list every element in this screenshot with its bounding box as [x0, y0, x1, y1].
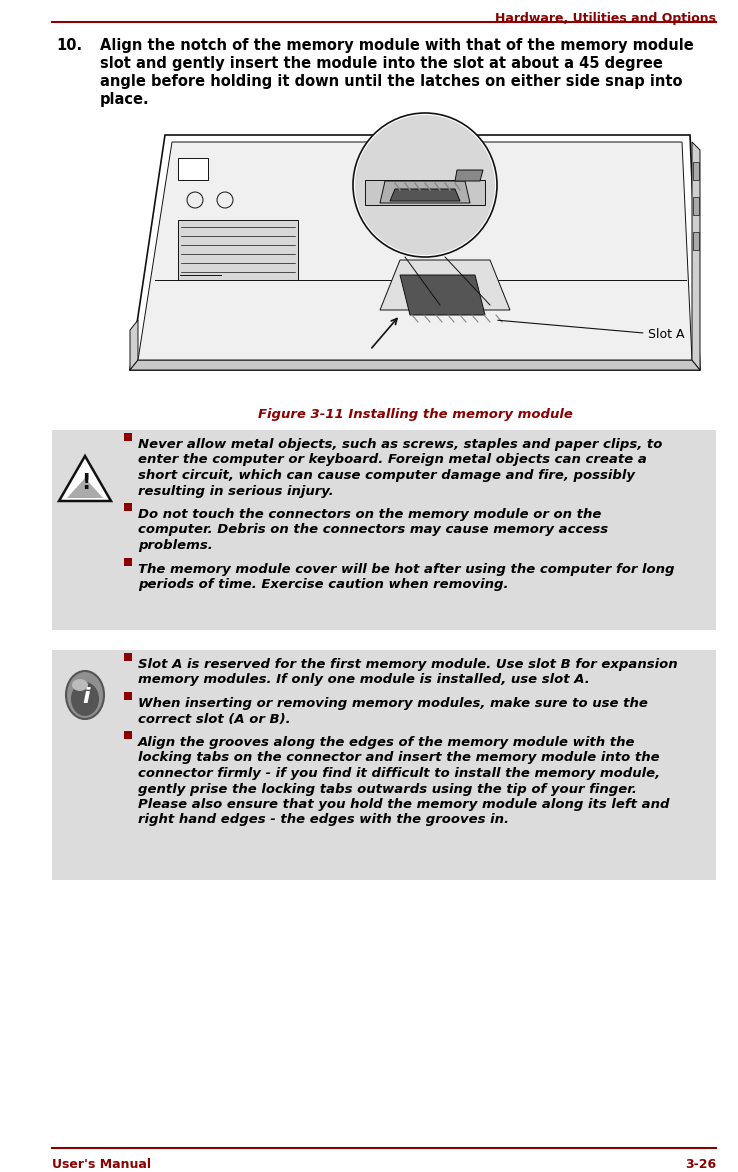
Polygon shape: [365, 180, 485, 205]
Text: gently prise the locking tabs outwards using the tip of your finger.: gently prise the locking tabs outwards u…: [138, 783, 637, 796]
Text: angle before holding it down until the latches on either side snap into: angle before holding it down until the l…: [100, 74, 683, 89]
Text: !: !: [81, 473, 91, 493]
Text: correct slot (A or B).: correct slot (A or B).: [138, 713, 291, 725]
Bar: [178, 225, 223, 260]
Polygon shape: [130, 360, 700, 370]
Circle shape: [217, 192, 233, 207]
Text: Hardware, Utilities and Options: Hardware, Utilities and Options: [495, 12, 716, 25]
Text: memory modules. If only one module is installed, use slot A.: memory modules. If only one module is in…: [138, 674, 590, 687]
Bar: [178, 158, 208, 180]
Text: slot and gently insert the module into the slot at about a 45 degree: slot and gently insert the module into t…: [100, 56, 663, 71]
Text: Figure 3-11 Installing the memory module: Figure 3-11 Installing the memory module: [258, 408, 573, 421]
Bar: [52, 650, 716, 880]
Bar: [124, 731, 132, 740]
Ellipse shape: [71, 682, 99, 716]
Text: When inserting or removing memory modules, make sure to use the: When inserting or removing memory module…: [138, 697, 648, 710]
Polygon shape: [130, 135, 700, 370]
Bar: [693, 197, 699, 214]
Bar: [178, 220, 298, 280]
Bar: [124, 432, 132, 441]
Circle shape: [353, 113, 497, 257]
Text: connector firmly - if you find it difficult to install the memory module,: connector firmly - if you find it diffic…: [138, 766, 660, 781]
Text: User's Manual: User's Manual: [52, 1158, 151, 1171]
Text: place.: place.: [100, 91, 150, 107]
Text: enter the computer or keyboard. Foreign metal objects can create a: enter the computer or keyboard. Foreign …: [138, 454, 647, 466]
Polygon shape: [400, 275, 485, 315]
Text: Slot A: Slot A: [497, 320, 685, 341]
Bar: [124, 558, 132, 566]
Circle shape: [187, 222, 203, 238]
Text: Align the grooves along the edges of the memory module with the: Align the grooves along the edges of the…: [138, 736, 635, 749]
Text: Slot A is reserved for the first memory module. Use slot B for expansion: Slot A is reserved for the first memory …: [138, 657, 677, 672]
Text: locking tabs on the connector and insert the memory module into the: locking tabs on the connector and insert…: [138, 751, 660, 764]
Text: periods of time. Exercise caution when removing.: periods of time. Exercise caution when r…: [138, 578, 508, 591]
Text: The memory module cover will be hot after using the computer for long: The memory module cover will be hot afte…: [138, 563, 675, 575]
Text: right hand edges - the edges with the grooves in.: right hand edges - the edges with the gr…: [138, 813, 509, 826]
Bar: [693, 162, 699, 180]
Text: i: i: [82, 687, 90, 707]
Polygon shape: [390, 189, 460, 202]
Circle shape: [355, 115, 495, 255]
Polygon shape: [59, 456, 111, 500]
Bar: [693, 232, 699, 250]
Text: computer. Debris on the connectors may cause memory access: computer. Debris on the connectors may c…: [138, 524, 608, 537]
Circle shape: [187, 192, 203, 207]
Text: 10.: 10.: [56, 38, 82, 53]
Text: resulting in serious injury.: resulting in serious injury.: [138, 484, 334, 497]
Bar: [124, 691, 132, 700]
Bar: [124, 653, 132, 661]
Text: Align the notch of the memory module with that of the memory module: Align the notch of the memory module wit…: [100, 38, 694, 53]
Polygon shape: [380, 180, 470, 203]
Polygon shape: [380, 260, 510, 311]
Polygon shape: [138, 142, 692, 360]
Text: Please also ensure that you hold the memory module along its left and: Please also ensure that you hold the mem…: [138, 798, 669, 811]
Polygon shape: [455, 170, 483, 180]
Text: Never allow metal objects, such as screws, staples and paper clips, to: Never allow metal objects, such as screw…: [138, 438, 663, 451]
Text: problems.: problems.: [138, 539, 213, 552]
Bar: [52, 430, 716, 631]
Polygon shape: [67, 478, 103, 498]
Polygon shape: [692, 142, 700, 370]
Ellipse shape: [72, 679, 88, 691]
Text: short circuit, which can cause computer damage and fire, possibly: short circuit, which can cause computer …: [138, 469, 635, 482]
Polygon shape: [130, 320, 138, 370]
Text: 3-26: 3-26: [685, 1158, 716, 1171]
Bar: [124, 503, 132, 511]
Ellipse shape: [66, 672, 104, 718]
Text: Do not touch the connectors on the memory module or on the: Do not touch the connectors on the memor…: [138, 507, 601, 522]
